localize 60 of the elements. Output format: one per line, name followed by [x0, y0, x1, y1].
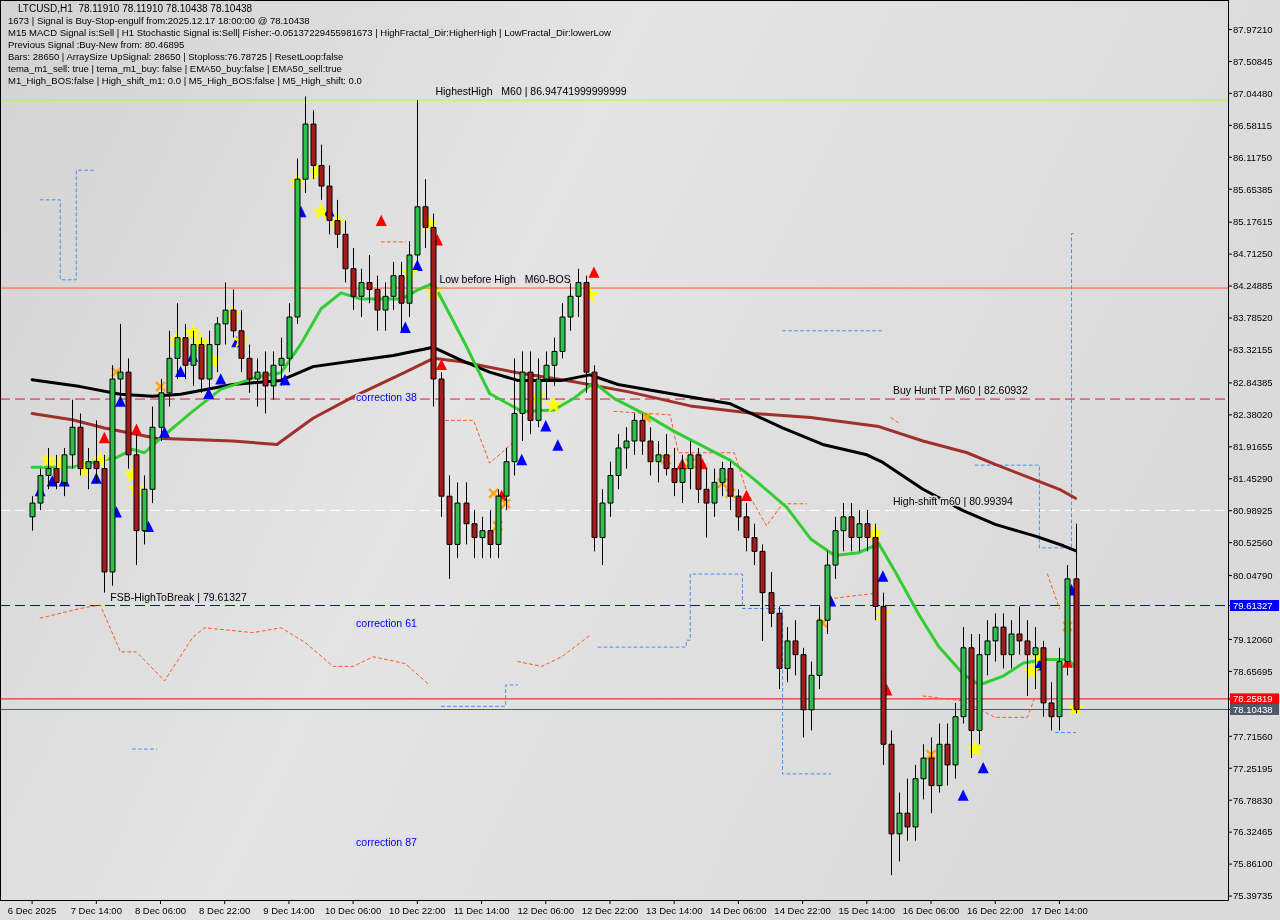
y-tick-label: 75.86100 — [1233, 858, 1273, 870]
y-tick-label: 87.50845 — [1233, 55, 1273, 67]
annotation: 1673 | Signal is Buy-Stop-engulf from:2025.12.17 18:00:00 @ 78.10438 — [8, 15, 310, 26]
y-tick-label: 84.71250 — [1233, 248, 1273, 260]
annotation: M1_High_BOS:false | High_shift_m1: 0.0 | M5_High_BOS:false | M5_High_shift: 0.0 — [8, 75, 362, 86]
annotation: correction 61 — [356, 617, 417, 630]
x-tick-label: 6 Dec 2025 — [7, 905, 57, 916]
annotation: Buy Hunt TP M60 | 82.60932 — [892, 384, 1028, 397]
x-tick-label: 16 Dec 22:00 — [966, 905, 1024, 916]
x-tick-label: 14 Dec 22:00 — [774, 905, 831, 916]
x-tick-label: 12 Dec 06:00 — [517, 905, 575, 916]
y-tick-label: 86.11750 — [1233, 151, 1272, 163]
y-tick-label: 76.78830 — [1233, 794, 1273, 806]
x-tick-label: 14 Dec 06:00 — [710, 905, 767, 916]
x-tick-label: 11 Dec 14:00 — [453, 905, 510, 916]
y-tick-label: 86.58115 — [1233, 119, 1272, 131]
x-tick-label: 13 Dec 14:00 — [645, 905, 703, 916]
y-tick-label: 75.39735 — [1233, 890, 1273, 902]
y-tick-label: 79.61327 — [1233, 599, 1273, 611]
x-tick-label: 9 Dec 14:00 — [263, 905, 315, 916]
annotation: Bars: 28650 | ArraySize UpSignal: 28650 | Stoploss:76.78725 | ResetLoop:false — [8, 51, 344, 62]
y-tick-label: 77.25195 — [1233, 762, 1273, 774]
annotation: correction 38 — [356, 390, 417, 403]
x-tick-label: 16 Dec 06:00 — [902, 905, 960, 916]
annotation: correction 87 — [356, 836, 417, 848]
y-tick-label: 80.52560 — [1233, 536, 1273, 548]
y-tick-label: 77.71560 — [1233, 730, 1273, 742]
y-tick-label: 78.10438 — [1233, 703, 1273, 715]
y-tick-label: 84.24885 — [1233, 280, 1273, 292]
annotation: tema_m1_sell: true | tema_m1_buy: false | EMA50_buy:false | EMA50_sell:true — [8, 63, 342, 74]
annotation: M15 MACD Signal is:Sell | H1 Stochastic Signal is:Sell| Fisher:-0.05137229455981673 | HighFractal_Dir:HigherHigh | LowFractal_Dir:lowerLow — [8, 27, 611, 38]
y-tick-label: 85.65385 — [1233, 183, 1273, 195]
y-tick-label: 82.84385 — [1233, 377, 1273, 389]
x-tick-label: 10 Dec 06:00 — [324, 905, 382, 916]
y-tick-label: 83.78520 — [1233, 312, 1273, 324]
annotation: Previous Signal :Buy-New from: 80.46895 — [8, 39, 185, 50]
y-tick-label: 78.65695 — [1233, 665, 1273, 677]
y-tick-label: 81.45290 — [1233, 473, 1273, 485]
x-tick-label: 7 Dec 14:00 — [70, 905, 122, 916]
chart-title: LTCUSD,H1 78.11910 78.11910 78.10438 78.10438 — [18, 3, 253, 14]
y-tick-label: 82.38020 — [1233, 409, 1273, 421]
y-tick-label: 81.91655 — [1233, 441, 1273, 453]
y-tick-label: 85.17615 — [1233, 216, 1273, 228]
x-tick-label: 15 Dec 14:00 — [838, 905, 896, 916]
x-tick-label: 12 Dec 22:00 — [581, 905, 639, 916]
annotation: FSB-HighToBreak | 79.61327 — [110, 590, 247, 603]
y-tick-label: 87.04480 — [1233, 87, 1273, 99]
x-tick-label: 8 Dec 06:00 — [134, 905, 187, 916]
y-tick-label: 76.32465 — [1233, 826, 1273, 838]
y-tick-label: 79.12060 — [1233, 633, 1273, 645]
x-tick-label: 8 Dec 22:00 — [199, 905, 251, 916]
x-tick-label: 17 Dec 14:00 — [1031, 905, 1088, 916]
y-tick-label: 83.32155 — [1233, 344, 1273, 356]
annotation: Low before High M60-BOS — [439, 273, 571, 286]
y-tick-label: 87.97210 — [1233, 23, 1273, 35]
annotation: HighestHigh M60 | 86.94741999999999 — [435, 85, 627, 98]
y-tick-label: 80.04790 — [1233, 569, 1273, 581]
y-tick-label: 78.25819 — [1233, 693, 1273, 705]
x-tick-label: 10 Dec 22:00 — [389, 905, 446, 916]
y-tick-label: 80.98925 — [1233, 505, 1273, 517]
